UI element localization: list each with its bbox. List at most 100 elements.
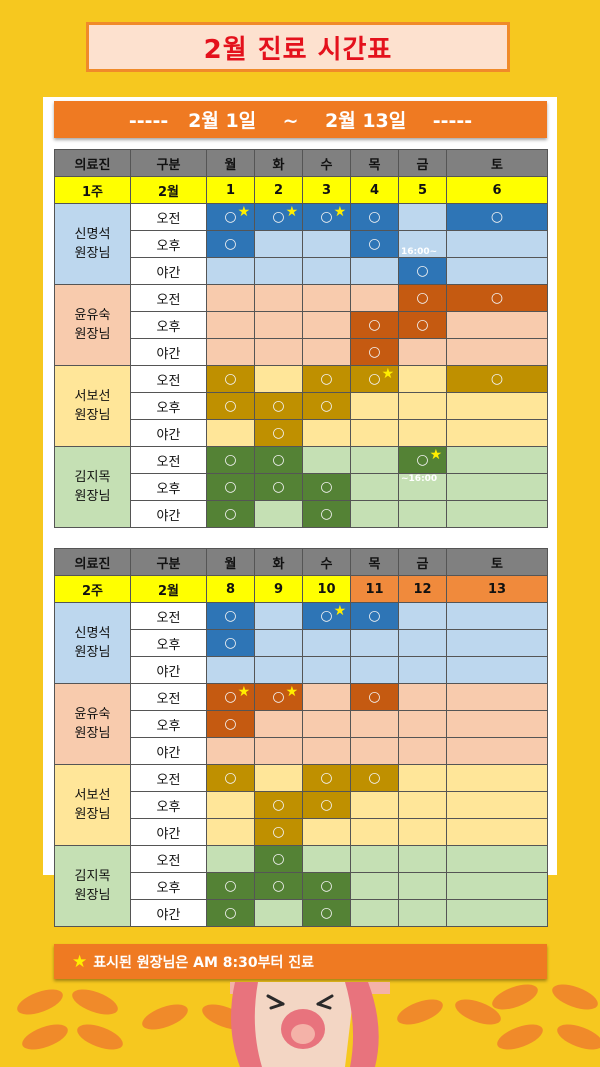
schedule-row: 야간 — [55, 656, 548, 684]
header-cell: 목 — [350, 548, 399, 576]
slot-cell-mon — [206, 338, 255, 366]
slot-cell-thu — [350, 500, 399, 528]
available-mark: ○ — [272, 851, 285, 867]
slot-cell-wed — [302, 230, 351, 258]
time-note: ~16:00 — [401, 474, 438, 484]
available-mark: ○ — [224, 689, 237, 705]
slot-cell-thu: ○ — [350, 203, 399, 231]
slot-cell-mon — [206, 818, 255, 846]
available-mark: ○ — [320, 398, 333, 414]
period-label: 오후 — [130, 473, 207, 501]
slot-cell-wed — [302, 629, 351, 657]
slot-cell-mon: ○ — [206, 764, 255, 792]
available-mark: ○ — [320, 479, 333, 495]
slot-cell-thu — [350, 257, 399, 285]
available-mark: ○ — [368, 236, 381, 252]
star-icon: ★ — [285, 204, 299, 220]
slot-cell-wed: ○ — [302, 473, 351, 501]
slot-cell-fri: ○ — [398, 311, 447, 339]
slot-cell-sat — [446, 500, 548, 528]
slot-cell-sat — [446, 257, 548, 285]
slot-cell-mon — [206, 311, 255, 339]
available-mark: ○ — [224, 635, 237, 651]
slot-cell-sat — [446, 446, 548, 474]
slot-cell-sat — [446, 629, 548, 657]
header-cell: 의료진 — [54, 149, 131, 177]
slot-cell-wed — [302, 818, 351, 846]
period-label: 오전 — [130, 203, 207, 231]
schedule-row: 윤유숙 원장님 오전 ○ ★ ○ ★ ○ — [54, 683, 548, 765]
doctor-name-cell: 김지목 원장님 — [54, 446, 131, 528]
week-label: 2주 — [54, 575, 131, 603]
doctor-name: 서보선 — [74, 389, 111, 404]
available-mark: ○ — [224, 452, 237, 468]
period-label: 오전 — [130, 602, 207, 630]
slot-cell-tue: ○ ★ — [254, 203, 303, 231]
available-mark: ○ — [368, 608, 381, 624]
doctor-name: 김지목 — [74, 470, 111, 485]
slot-cell-sat — [446, 899, 548, 927]
doctor-name-cell: 신명석 원장님 — [54, 203, 131, 285]
slot-cell-wed — [302, 683, 351, 711]
schedule-row: 신명석 원장님 오전 ○ ○ ★ ○ — [54, 602, 548, 684]
doctor-name: 신명석 — [74, 626, 111, 641]
schedule-row: 오후 ○ ○ — [55, 311, 548, 339]
header-cell: 수 — [302, 548, 351, 576]
slot-cell-mon: ○ — [206, 473, 255, 501]
header-cell: 금 — [398, 548, 447, 576]
slot-cell-thu: ○ — [350, 683, 399, 711]
period-label: 오전 — [130, 446, 207, 474]
slot-cell-tue — [254, 737, 303, 765]
header-cell: 구분 — [130, 149, 207, 177]
doctor-title: 원장님 — [74, 408, 111, 423]
slot-cell-mon: ○ — [206, 710, 255, 738]
period-label: 오전 — [130, 683, 207, 711]
doctor-title: 원장님 — [74, 246, 111, 261]
slot-cell-thu — [350, 473, 399, 501]
header-cell: 금 — [398, 149, 447, 177]
slot-cell-sat: ○ — [446, 203, 548, 231]
slot-cell-sat — [446, 710, 548, 738]
period-label: 야간 — [130, 737, 207, 765]
date-cell-fri: 12 — [398, 575, 447, 603]
date-cell-thu: 11 — [350, 575, 399, 603]
slot-cell-wed: ○ — [302, 791, 351, 819]
doctor-name-cell: 신명석 원장님 — [54, 602, 131, 684]
doctor-name-cell: 김지목 원장님 — [54, 845, 131, 927]
period-label: 야간 — [130, 419, 207, 447]
slot-cell-thu — [350, 419, 399, 447]
period-label: 오후 — [130, 392, 207, 420]
slot-cell-mon: ○ — [206, 629, 255, 657]
header-cell: 화 — [254, 149, 303, 177]
available-mark: ○ — [224, 716, 237, 732]
period-label: 오후 — [130, 629, 207, 657]
available-mark: ○ — [490, 290, 504, 306]
available-mark: ○ — [320, 905, 333, 921]
slot-cell-fri — [398, 629, 447, 657]
slot-cell-tue — [254, 257, 303, 285]
available-mark: ○ — [490, 371, 504, 387]
slot-cell-mon — [206, 284, 255, 312]
slot-cell-mon — [206, 737, 255, 765]
slot-cell-fri — [398, 764, 447, 792]
doctor-name: 윤유숙 — [74, 707, 111, 722]
slot-cell-sat — [446, 473, 548, 501]
slot-cell-tue: ○ — [254, 791, 303, 819]
slot-cell-fri — [398, 737, 447, 765]
schedule-row: 서보선 원장님 오전 ○ ○ ○ ★ ○ — [54, 365, 548, 447]
slot-cell-mon: ○ ★ — [206, 203, 255, 231]
doctor-name: 윤유숙 — [74, 308, 111, 323]
slot-cell-tue — [254, 311, 303, 339]
available-mark: ○ — [224, 506, 237, 522]
slot-cell-mon — [206, 419, 255, 447]
slot-cell-fri — [398, 419, 447, 447]
slot-cell-wed: ○ — [302, 500, 351, 528]
slot-cell-mon: ○ — [206, 500, 255, 528]
star-icon: ★ — [333, 603, 347, 619]
doctor-name: 김지목 — [74, 869, 111, 884]
slot-cell-fri: ○ ★ — [398, 446, 447, 474]
footer-note: ★ 표시된 원장님은 AM 8:30부터 진료 — [54, 944, 547, 979]
doctor-name-cell: 윤유숙 원장님 — [54, 683, 131, 765]
header-cell: 월 — [206, 548, 255, 576]
period-label: 야간 — [130, 899, 207, 927]
